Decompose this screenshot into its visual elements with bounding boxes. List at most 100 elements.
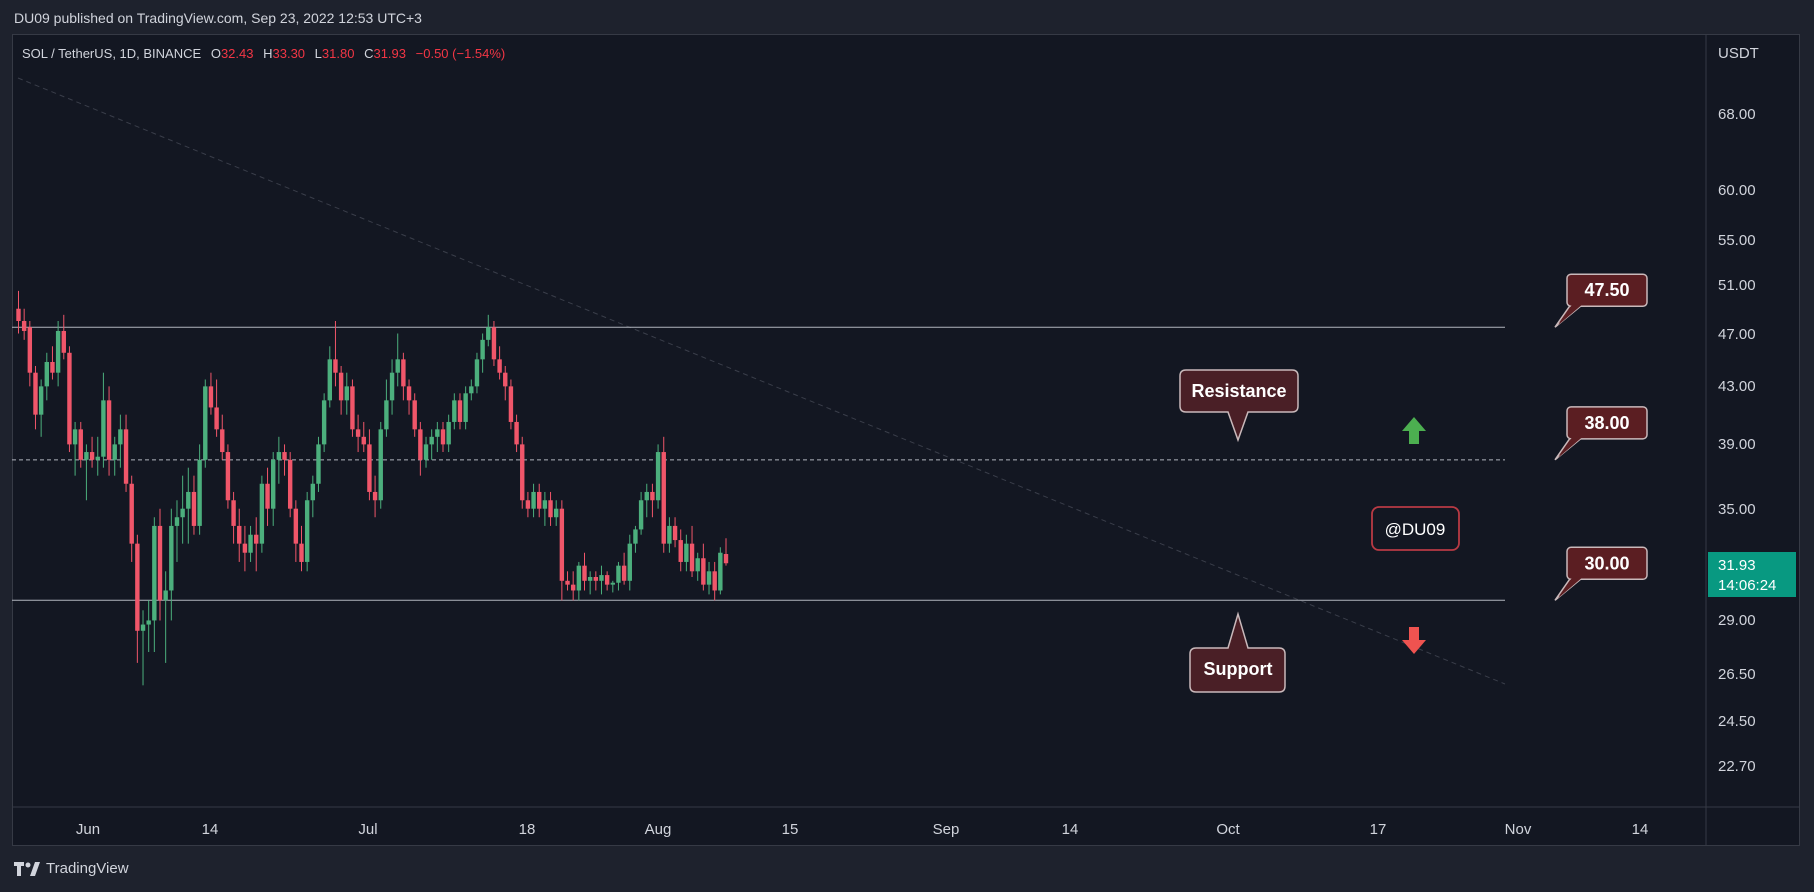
candle-13 [89,436,95,468]
candle-118 [684,534,689,572]
candle-body-33 [203,386,208,460]
candle-67 [395,333,400,387]
candle-110 [638,491,644,535]
candle-41 [248,525,253,562]
candle-body-61 [361,436,366,445]
candle-121 [701,543,706,591]
candle-body-26 [163,590,168,601]
watermark-callout[interactable]: @DU09 [1371,506,1460,551]
candle-body-118 [684,543,689,562]
candle-body-44 [265,483,270,509]
candle-100 [582,552,587,591]
candle-body-114 [661,452,666,544]
candle-body-105 [610,582,615,585]
price-tick-7: 35.00 [1718,501,1756,518]
candle-body-51 [304,500,310,562]
candle-106 [616,561,621,591]
candle-21 [135,534,140,663]
candle-body-45 [271,459,276,509]
candle-66 [389,359,395,415]
candle-body-7 [55,330,61,373]
candle-104 [604,571,610,591]
candle-body-36 [220,429,225,453]
candle-body-50 [299,543,304,562]
candle-body-46 [276,452,282,460]
candle-74 [435,421,440,453]
candle-body-86 [503,372,508,387]
candle-body-13 [89,452,95,460]
candle-73 [429,429,434,460]
candle-body-53 [316,444,321,484]
candle-22 [140,610,146,686]
candle-body-79 [463,393,468,422]
candle-body-88 [514,421,519,445]
candle-18 [118,414,123,468]
time-tick-8: Oct [1216,821,1240,838]
candle-body-111 [644,491,649,501]
candle-body-82 [480,339,485,360]
level-label-0[interactable]: 47.50 [1554,273,1648,328]
candle-body-113 [655,452,661,501]
candle-body-57 [338,372,344,401]
candle-body-47 [282,452,287,460]
support-callout[interactable]: Support [1189,611,1286,693]
candle-body-9 [67,352,72,445]
candle-87 [508,379,514,430]
level-label-1[interactable]: 38.00 [1554,406,1648,461]
candle-body-1 [21,320,27,331]
candle-body-108 [627,543,632,581]
tradingview-logo-icon [14,860,40,877]
candle-123 [712,561,717,601]
candle-99 [576,561,582,601]
candle-body-102 [593,576,599,581]
candle-12 [84,444,89,501]
candle-body-112 [650,491,655,501]
candle-29 [180,475,185,544]
candle-16 [106,386,112,476]
candle-body-59 [350,386,355,430]
candle-69 [406,379,412,415]
candle-body-100 [582,565,587,581]
candle-65 [384,379,389,437]
time-tick-5: 15 [782,821,799,838]
candle-33 [203,379,208,468]
footer-brand[interactable]: TradingView [14,860,129,877]
candle-body-122 [706,571,712,585]
level-label-2[interactable]: 30.00 [1554,546,1648,601]
price-tick-1: 60.00 [1718,182,1756,199]
candle-59 [350,379,355,437]
tradingview-brand-text: TradingView [46,860,129,877]
candle-47 [282,444,287,476]
candle-36 [220,414,225,460]
candle-5 [44,352,49,401]
candle-43 [259,475,265,553]
resistance-callout[interactable]: Resistance [1179,369,1299,443]
candle-body-68 [401,359,406,387]
candle-81 [474,352,480,394]
time-tick-11: 14 [1632,821,1649,838]
candle-97 [565,571,570,591]
time-tick-9: 17 [1370,821,1387,838]
candle-body-56 [333,359,338,373]
candle-15 [101,372,106,468]
candle-1 [21,308,27,340]
price-tick-2: 55.00 [1718,232,1756,249]
candle-85 [497,346,502,380]
candle-52 [310,475,316,518]
candle-57 [338,365,344,415]
candle-88 [514,414,519,453]
time-tick-6: Sep [933,821,960,838]
candle-body-22 [140,624,146,631]
candle-body-0 [16,308,21,321]
candle-111 [644,483,649,518]
time-tick-7: 14 [1062,821,1079,838]
candle-46 [276,436,282,484]
level-label-pointer-fill-2 [1558,577,1582,599]
candle-0 [16,290,21,334]
candle-body-14 [95,456,100,460]
candle-body-83 [486,327,491,340]
candle-body-109 [633,529,638,544]
candle-91 [531,483,536,518]
time-ticks: Jun 14 Jul 18 Aug 15 Sep 14 Oct 17 Nov 14 [76,821,1648,838]
